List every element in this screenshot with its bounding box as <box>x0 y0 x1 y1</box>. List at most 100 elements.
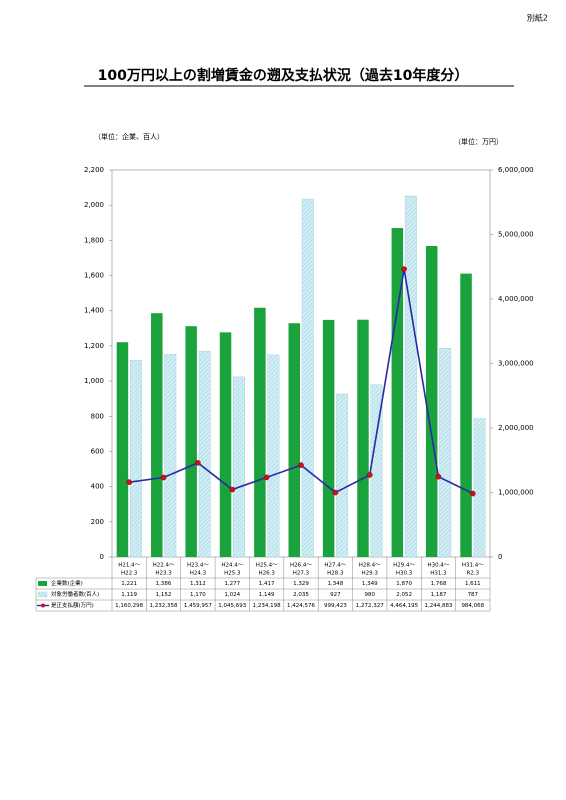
bar <box>151 313 163 557</box>
value-label: 927 <box>330 592 341 598</box>
bar <box>460 273 472 557</box>
x-tick-label: H23.3 <box>155 571 172 577</box>
bar <box>164 354 177 558</box>
x-tick-label: H28.4～ <box>359 563 381 569</box>
legend-symbol <box>41 603 45 608</box>
bar <box>116 342 129 557</box>
value-label: 1,312 <box>190 581 206 587</box>
x-tick-label: H23.4～ <box>187 563 209 569</box>
y-tick-label: 1,600 <box>84 272 104 280</box>
x-tick-label: H25.4～ <box>256 563 278 569</box>
marker <box>229 486 236 493</box>
value-label: 1,417 <box>259 581 275 587</box>
marker <box>470 490 476 497</box>
value-label: 1,870 <box>396 581 412 587</box>
legend-symbol <box>38 581 47 586</box>
value-label: 1,152 <box>156 592 172 598</box>
bar <box>254 307 266 557</box>
x-tick-label: H26.4～ <box>290 563 312 569</box>
value-label: 2,052 <box>396 592 412 598</box>
x-tick-label: H24.3 <box>190 571 207 577</box>
bar <box>198 350 211 558</box>
y-unit: （単位：企業、百人） <box>94 132 164 141</box>
value-label: 980 <box>364 592 375 598</box>
value-label: 1,160,298 <box>115 603 143 609</box>
bar <box>439 347 452 558</box>
x-tick-label: H26.3 <box>258 571 275 577</box>
y-tick-label: 200 <box>91 518 104 526</box>
value-label: 1,386 <box>156 581 172 587</box>
x-tick-label: H31.3 <box>430 571 447 577</box>
marker <box>366 472 373 478</box>
marker <box>401 266 407 272</box>
line <box>129 268 474 495</box>
value-label: 1,459,957 <box>184 603 212 609</box>
x-tick-label: H24.4～ <box>221 563 243 569</box>
value-label: 1,348 <box>327 581 343 587</box>
value-label: 1,149 <box>259 592 275 598</box>
value-label: 984,068 <box>461 603 484 609</box>
bar <box>129 359 142 558</box>
value-label: 1,024 <box>224 592 240 598</box>
y2-tick-label: 0 <box>498 553 502 561</box>
y-tick-label: 800 <box>91 412 104 420</box>
x-tick-label: H22.3 <box>121 571 138 577</box>
marker <box>263 474 270 481</box>
bar <box>233 376 245 558</box>
y2-unit: （単位：万円） <box>454 137 503 146</box>
y-tick-label: 1,400 <box>84 307 104 315</box>
value-label: 2,035 <box>293 592 309 598</box>
x-tick-label: H27.4～ <box>324 563 346 569</box>
y-tick-label: 2,200 <box>84 166 104 174</box>
value-label: 1,119 <box>121 592 137 598</box>
marker <box>332 489 339 496</box>
y-tick-label: 1,000 <box>84 377 104 385</box>
value-label: 4,464,195 <box>390 603 418 609</box>
value-label: 1,045,693 <box>218 603 246 609</box>
value-label: 1,768 <box>431 581 447 587</box>
bar <box>267 354 280 558</box>
y-tick-label: 1,200 <box>84 342 104 350</box>
legend-label: 対象労働者数(百人) <box>51 590 99 598</box>
page-label: 別紙2 <box>527 13 548 23</box>
y-tick-label: 400 <box>91 483 104 491</box>
value-label: 1,221 <box>121 581 137 587</box>
bar <box>404 195 417 558</box>
value-label: 1,424,576 <box>287 603 315 609</box>
y2-tick-label: 5,000,000 <box>498 231 534 239</box>
bar <box>336 393 349 558</box>
value-label: 1,329 <box>293 581 309 587</box>
legend-label: 企業数(企業) <box>51 579 83 587</box>
marker <box>126 479 132 485</box>
x-tick-label: H30.4～ <box>428 563 450 569</box>
y-tick-label: 2,000 <box>84 201 104 209</box>
x-tick-label: H22.4～ <box>153 563 175 569</box>
value-label: 1,234,198 <box>253 603 281 609</box>
bar <box>301 198 314 558</box>
x-tick-label: H21.4～ <box>118 563 140 569</box>
value-label: 1,232,358 <box>150 603 178 609</box>
x-tick-label: H29.3 <box>362 571 379 577</box>
value-label: 1,349 <box>362 581 378 587</box>
y2-tick-label: 2,000,000 <box>498 424 534 432</box>
value-label: 1,611 <box>465 581 481 587</box>
value-label: 787 <box>468 592 479 598</box>
value-label: 1,277 <box>224 581 240 587</box>
legend-symbol <box>37 591 48 598</box>
bar <box>391 228 404 558</box>
bar <box>288 323 300 557</box>
bar <box>357 319 369 557</box>
bar <box>219 332 232 557</box>
x-tick-label: H30.3 <box>396 571 413 577</box>
y-tick-label: 1,800 <box>84 236 104 244</box>
x-tick-label: H31.4～ <box>462 563 484 569</box>
legend-label: 是正支払額(万円) <box>51 601 94 609</box>
x-tick-label: H28.3 <box>327 571 344 577</box>
chart-title: 100万円以上の割増賃金の遡及支払状況（過去10年度分） <box>98 67 469 84</box>
bar <box>185 326 197 557</box>
value-label: 1,170 <box>190 592 206 598</box>
value-label: 1,272,327 <box>356 603 384 609</box>
marker <box>160 474 167 481</box>
y2-tick-label: 6,000,000 <box>498 166 534 174</box>
